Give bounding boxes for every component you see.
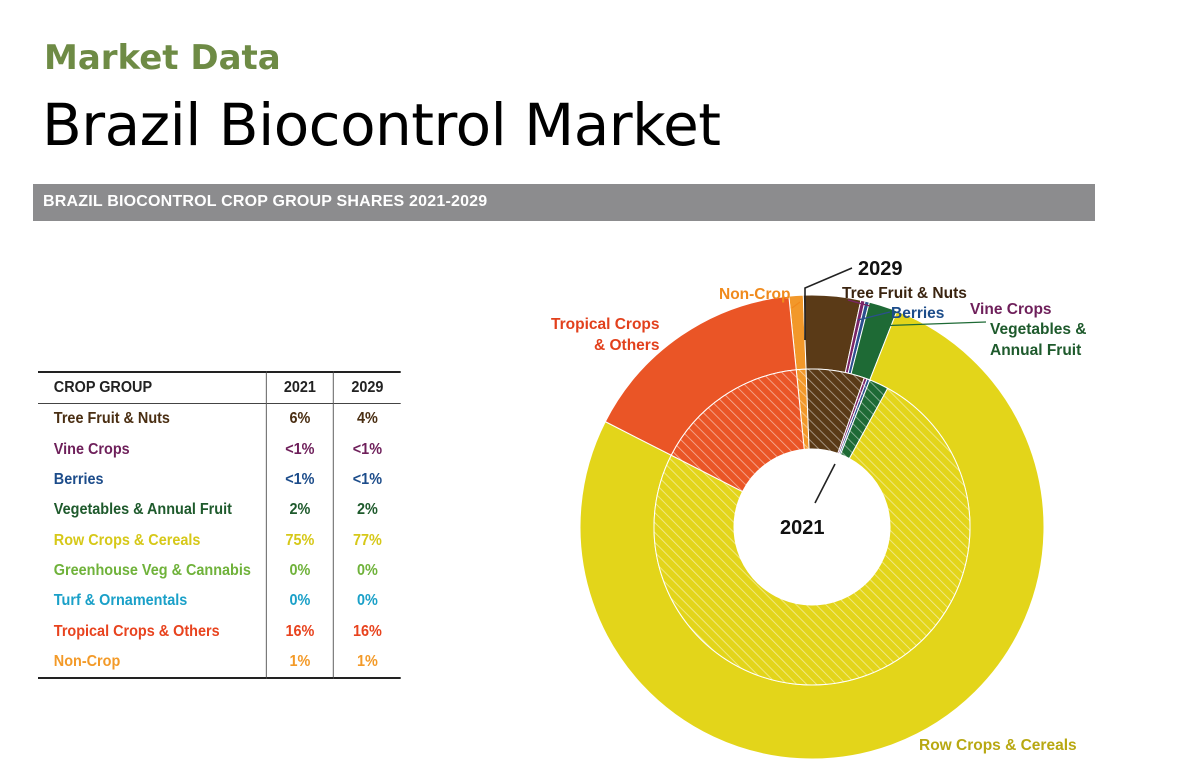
crop-group-cell: Tree Fruit & Nuts [53, 410, 170, 428]
share-2021-cell: <1% [265, 434, 334, 465]
column-header-crop-group: CROP GROUP [38, 371, 267, 405]
slice-hatch-berries-2021 [839, 378, 870, 455]
label-vine-crops: Vine Crops [970, 301, 1052, 318]
slice-hatch-tree-fruit-nuts-2021 [806, 369, 865, 454]
share-2029-cell: 77% [333, 525, 401, 556]
share-2021-cell: 1% [265, 646, 334, 679]
leader-line-non-crop [791, 301, 801, 309]
table-row: Vine Crops <1% <1% [38, 434, 401, 465]
crop-group-cell: Non-Crop [38, 646, 267, 679]
label-vegetables-line2: Annual Fruit [990, 342, 1081, 359]
slice-hatch-tropical-crops-others-2021 [671, 369, 805, 492]
table-row: Tropical Crops & Others 16% 16% [38, 616, 401, 647]
crop-group-cell: Greenhouse Veg & Cannabis [53, 561, 251, 579]
label-tropical-crops-line2: & Others [594, 337, 659, 354]
page-title: Brazil Biocontrol Market [42, 91, 721, 159]
column-header-2021: 2021 [265, 371, 334, 405]
share-2021-cell: 0% [265, 555, 334, 587]
share-2021-cell: 0% [265, 586, 334, 617]
slice-hatch-vegetables-annual-fruit-2021 [840, 379, 888, 459]
slice-hatch-row-crops-cereals-2021 [654, 388, 970, 685]
share-2029-cell: <1% [333, 434, 401, 465]
crop-group-cell: Row Crops & Cereals [53, 531, 201, 549]
label-tropical-crops-line1: Tropical Crops [551, 316, 660, 333]
column-header-2029: 2029 [333, 371, 401, 405]
chart-title-banner: BRAZIL BIOCONTROL CROP GROUP SHARES 2021… [33, 184, 1095, 221]
share-2021-cell: 2% [265, 495, 334, 526]
share-2021-cell: 75% [265, 525, 334, 556]
section-eyebrow: Market Data [44, 38, 281, 78]
share-2029-cell: 0% [333, 586, 401, 617]
crop-group-cell: Turf & Ornamentals [53, 592, 188, 610]
label-row-crops-cereals: Row Crops & Cereals [919, 737, 1077, 754]
label-non-crop: Non-Crop [719, 286, 790, 303]
table-header-row: CROP GROUP 2021 2029 [38, 371, 401, 405]
leader-line-2021 [814, 463, 836, 504]
donut-hole [734, 449, 890, 605]
label-year-2029: 2029 [858, 258, 903, 280]
share-2029-cell: 16% [333, 616, 401, 647]
share-2029-cell: 4% [333, 403, 401, 435]
label-year-2021: 2021 [780, 517, 825, 539]
table-row: Berries <1% <1% [38, 464, 401, 496]
inner-ring-2021 [653, 368, 971, 686]
crop-group-cell: Vine Crops [53, 440, 130, 458]
share-2021-cell: 6% [265, 403, 334, 435]
table-row: Vegetables & Annual Fruit 2% 2% [38, 495, 401, 526]
share-2029-cell: 0% [333, 555, 401, 587]
label-vegetables-line1: Vegetables & [990, 321, 1087, 338]
crop-share-donut-chart: 2029 2021 Non-Crop Tree Fruit & Nuts Vin… [551, 258, 1087, 760]
share-2029-cell: <1% [333, 464, 401, 496]
leader-line-vine-crops [847, 299, 871, 307]
table-row: Row Crops & Cereals 75% 77% [38, 525, 401, 556]
leader-line-vegetables [875, 321, 987, 327]
crop-group-cell: Vegetables & Annual Fruit [53, 501, 232, 519]
share-2029-cell: 1% [333, 646, 401, 679]
table-row: Tree Fruit & Nuts 6% 4% [38, 403, 401, 435]
label-berries: Berries [891, 305, 944, 322]
share-2029-cell: 2% [333, 495, 401, 526]
slice-hatch-vine-crops-2021 [837, 377, 868, 454]
table-row: Greenhouse Veg & Cannabis 0% 0% [38, 555, 401, 587]
leader-line-berries [857, 311, 891, 321]
crop-group-cell: Tropical Crops & Others [53, 622, 220, 640]
crop-share-table: CROP GROUP 2021 2029 Tree Fruit & Nuts 6%… [38, 371, 401, 679]
table-row: Non-Crop 1% 1% [38, 646, 401, 679]
table-body: Tree Fruit & Nuts 6% 4% Vine Crops <1% <1% Ber… [38, 403, 401, 679]
table-row: Turf & Ornamentals 0% 0% [38, 586, 401, 617]
label-tree-fruit-nuts: Tree Fruit & Nuts [842, 285, 967, 302]
slice-hatch-non-crop-2021 [796, 369, 810, 450]
chart-title: BRAZIL BIOCONTROL CROP GROUP SHARES 2021… [43, 193, 488, 210]
share-2021-cell: 16% [265, 616, 334, 647]
crop-group-cell: Berries [53, 471, 104, 489]
share-2021-cell: <1% [265, 464, 334, 496]
leader-line-2029 [804, 267, 853, 340]
